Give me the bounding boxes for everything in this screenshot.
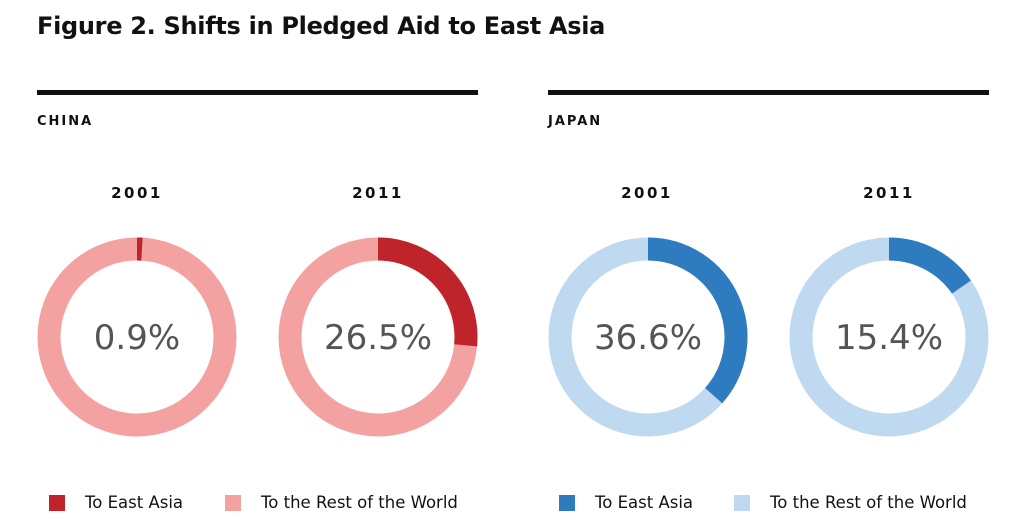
legend-swatch-east-asia: [559, 494, 575, 511]
donut-center-label-2001: 0.9%: [94, 318, 180, 358]
donut-center-label-2001: 36.6%: [594, 318, 702, 358]
donut-center-label-2011: 15.4%: [835, 318, 943, 358]
donut-segment-east-asia-2001: [647, 237, 748, 404]
china-label: CHINA: [37, 114, 94, 129]
japan-label: JAPAN: [548, 114, 603, 129]
china-year-2011: 2011: [352, 184, 404, 202]
legend-item-east-asia: To East Asia: [49, 493, 183, 512]
japan-panel: JAPAN 2001 2011 36.6% 15.4% To East Asia …: [548, 0, 989, 530]
legend-item-east-asia: To East Asia: [559, 493, 693, 512]
legend-swatch-east-asia: [49, 494, 65, 511]
figure-title: Figure 2. Shifts in Pledged Aid to East …: [37, 12, 606, 40]
legend-swatch-rest-of-world: [225, 494, 241, 511]
legend-label-east-asia: To East Asia: [85, 493, 184, 512]
legend-swatch-rest-of-world: [734, 494, 750, 511]
japan-rule: [548, 90, 989, 95]
japan-year-2011: 2011: [863, 184, 915, 202]
japan-year-2001: 2001: [621, 184, 673, 202]
donut-center-label-2011: 26.5%: [324, 318, 432, 358]
donut-segment-east-asia-2011: [377, 237, 478, 347]
china-donuts: 0.9% 26.5%: [37, 237, 478, 437]
china-rule: [37, 90, 478, 95]
legend-label-rest-of-world: To the Rest of the World: [261, 493, 458, 512]
japan-donuts: 36.6% 15.4%: [548, 237, 989, 437]
legend-label-east-asia: To East Asia: [595, 493, 694, 512]
china-year-2001: 2001: [111, 184, 163, 202]
legend-item-rest-of-world: To the Rest of the World: [225, 493, 458, 512]
donut-segment-east-asia-2011: [888, 237, 971, 294]
china-panel: CHINA 2001 2011 0.9% 26.5% To East Asia T…: [37, 0, 478, 530]
legend-item-rest-of-world: To the Rest of the World: [734, 493, 967, 512]
legend-label-rest-of-world: To the Rest of the World: [770, 493, 967, 512]
